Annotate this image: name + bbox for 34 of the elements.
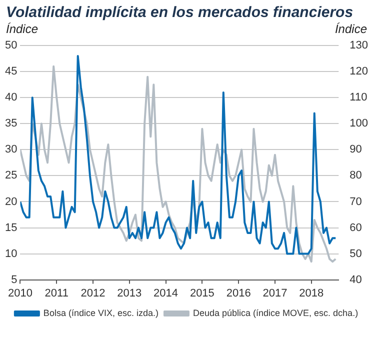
y-axis-title: Índice — [6, 22, 38, 36]
y2-tick-label: 100 — [350, 118, 368, 130]
chart-title: Volatilidad implícita en los mercados financieros — [5, 3, 354, 21]
y2-tick-label: 70 — [350, 196, 362, 208]
y-tick-label: 30 — [4, 144, 18, 156]
y-tick-label: 10 — [4, 248, 18, 260]
y2-tick-label: 90 — [350, 144, 362, 156]
y2-tick-label: 120 — [350, 66, 368, 78]
x-tick-label: 2011 — [44, 287, 68, 300]
y2-tick-label: 130 — [350, 40, 368, 52]
x-tick-label: 2015 — [190, 287, 214, 300]
x-tick-label: 2018 — [299, 287, 324, 300]
x-tick-label: 2017 — [262, 287, 288, 300]
x-tick-label: 2012 — [80, 287, 106, 300]
y-tick-label: 35 — [4, 118, 18, 130]
x-tick-label: 2013 — [117, 287, 142, 300]
y2-tick-label: 40 — [350, 274, 362, 286]
x-tick-label: 2010 — [8, 287, 32, 300]
x-tick-label: 2016 — [226, 287, 251, 300]
y-tick-label: 25 — [4, 170, 18, 182]
y-tick-label: 20 — [4, 196, 18, 208]
y2-tick-label: 60 — [350, 222, 362, 234]
x-tick-label: 2014 — [154, 287, 178, 300]
y2-axis-title: Índice — [334, 22, 367, 36]
y-tick-label: 50 — [4, 40, 18, 52]
y2-tick-label: 80 — [350, 170, 362, 182]
y-tick-label: 15 — [4, 222, 18, 234]
y2-tick-label: 110 — [350, 92, 368, 104]
y-tick-label: 45 — [4, 66, 18, 78]
legend-label: Deuda pública (índice MOVE, esc. dcha.) — [192, 308, 358, 318]
y2-tick-label: 50 — [350, 248, 362, 260]
y-tick-label: 5 — [11, 274, 18, 286]
y-tick-label: 40 — [4, 92, 18, 104]
legend-label: Bolsa (índice VIX, esc. izda.) — [43, 308, 158, 318]
